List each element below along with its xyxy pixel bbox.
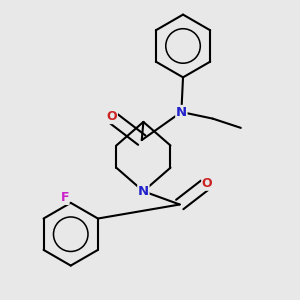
Text: F: F bbox=[61, 191, 69, 204]
Text: N: N bbox=[176, 106, 187, 118]
Text: N: N bbox=[138, 185, 149, 198]
Text: O: O bbox=[202, 177, 212, 190]
Text: O: O bbox=[107, 110, 117, 124]
